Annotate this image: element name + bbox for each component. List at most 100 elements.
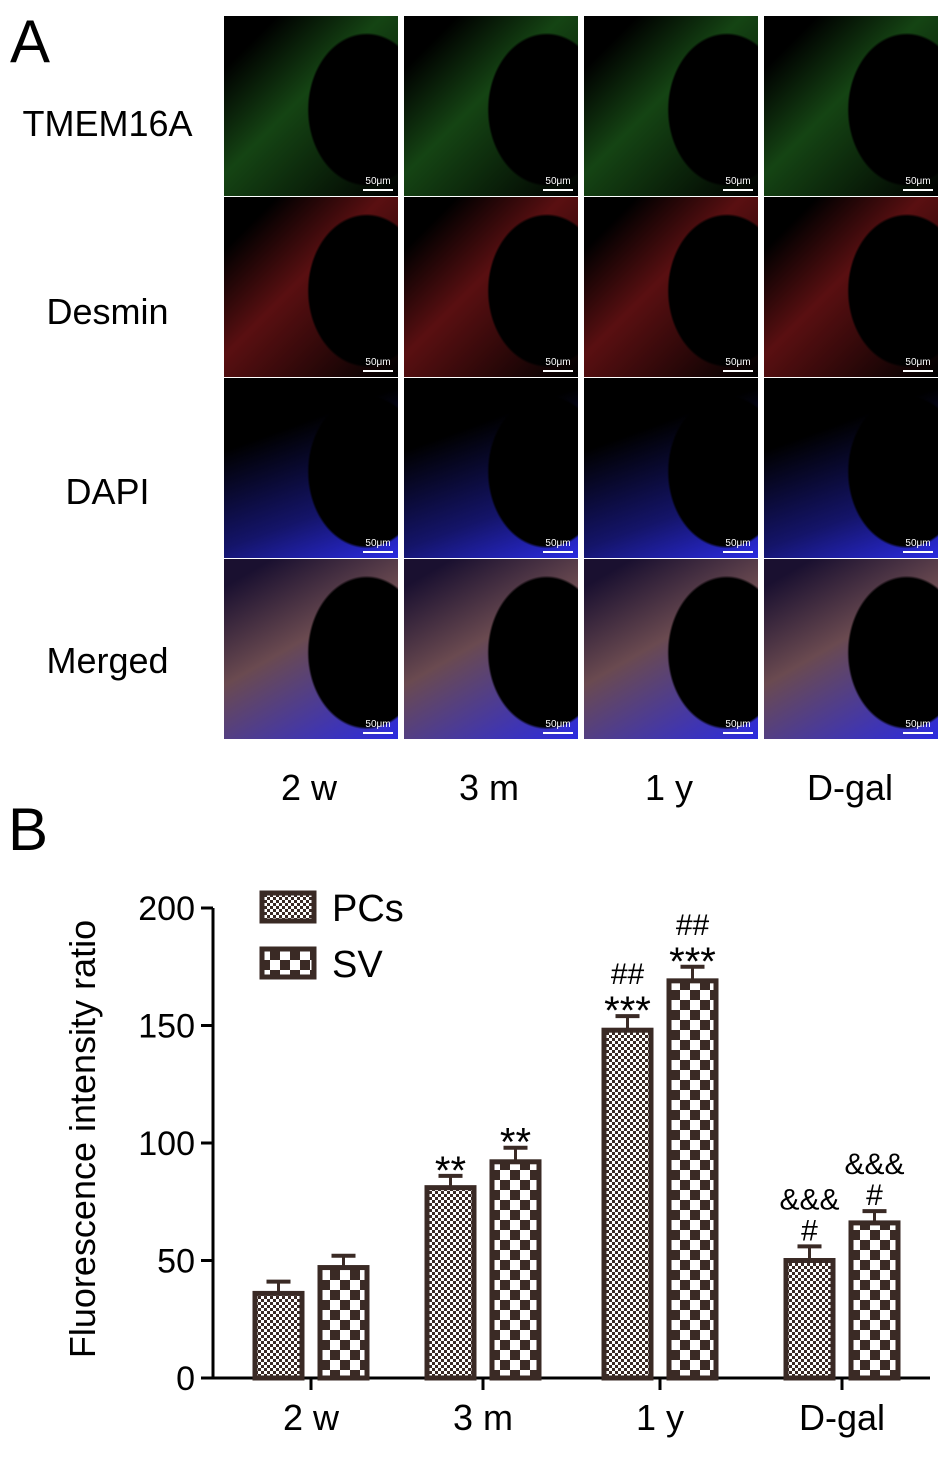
micrograph-tile: 50μm <box>224 559 398 739</box>
scale-bar-line <box>723 189 753 191</box>
bar-sv <box>666 978 719 1381</box>
scale-bar-label: 50μm <box>545 357 571 368</box>
scale-bar-label: 50μm <box>725 176 751 187</box>
scale-bar: 50μm <box>542 719 574 735</box>
significance-label: # <box>801 1214 818 1247</box>
micrograph-tile: 50μm <box>764 559 938 739</box>
significance-label: ** <box>500 1121 531 1165</box>
significance-label: ## <box>611 958 645 991</box>
y-tick-label: 150 <box>138 1008 195 1046</box>
x-tick-label: D-gal <box>799 1397 885 1438</box>
significance-label: &&& <box>779 1183 839 1216</box>
significance-label: ** <box>435 1149 466 1193</box>
scale-bar: 50μm <box>722 176 754 192</box>
y-tick-label: 200 <box>138 890 195 928</box>
scale-bar-line <box>543 732 573 734</box>
y-tick-label: 100 <box>138 1125 195 1163</box>
row-label-merged: Merged <box>46 640 169 681</box>
y-axis-title: Fluorescence intensity ratio <box>62 920 103 1358</box>
micrograph-tile: 50μm <box>404 16 578 196</box>
scale-bar-line <box>723 370 753 372</box>
significance-label: &&& <box>844 1148 904 1181</box>
scale-bar-line <box>363 551 393 553</box>
micrograph-tile: 50μm <box>584 16 758 196</box>
bar-pcs <box>601 1027 654 1381</box>
bar-pcs <box>252 1290 305 1381</box>
scale-bar: 50μm <box>722 357 754 373</box>
micrograph-tile: 50μm <box>584 559 758 739</box>
x-tick-label: 1 y <box>636 1397 684 1438</box>
bar-sv <box>848 1220 901 1381</box>
panel-a-label: A <box>10 8 51 75</box>
scale-bar-label: 50μm <box>545 176 571 187</box>
scale-bar-label: 50μm <box>725 538 751 549</box>
legend-label-sv: SV <box>332 944 383 986</box>
scale-bar: 50μm <box>362 538 394 554</box>
y-tick-label: 50 <box>157 1243 195 1281</box>
scale-bar: 50μm <box>902 357 934 373</box>
scale-bar-label: 50μm <box>365 719 391 730</box>
scale-bar-line <box>363 732 393 734</box>
micrograph-tile: 50μm <box>764 197 938 377</box>
column-label-1y: 1 y <box>644 767 694 808</box>
scale-bar-line <box>543 551 573 553</box>
scale-bar: 50μm <box>542 538 574 554</box>
micrograph-tile: 50μm <box>224 197 398 377</box>
scale-bar: 50μm <box>362 176 394 192</box>
scale-bar: 50μm <box>362 357 394 373</box>
scale-bar-line <box>543 370 573 372</box>
column-label-2w: 2 w <box>280 767 338 808</box>
micrograph-tile: 50μm <box>224 16 398 196</box>
micrograph-tile: 50μm <box>404 378 578 558</box>
micrograph-tile: 50μm <box>404 197 578 377</box>
scale-bar-label: 50μm <box>545 538 571 549</box>
bar-sv <box>489 1159 542 1381</box>
scale-bar-line <box>903 189 933 191</box>
scale-bar-line <box>903 551 933 553</box>
scale-bar-line <box>903 370 933 372</box>
significance-label: # <box>866 1179 883 1212</box>
scale-bar-line <box>363 370 393 372</box>
micrograph-tile: 50μm <box>224 378 398 558</box>
micrograph-tile: 50μm <box>764 16 938 196</box>
significance-label: *** <box>669 940 716 984</box>
panel-b-label: B <box>8 796 49 863</box>
scale-bar: 50μm <box>722 538 754 554</box>
micrograph-tile: 50μm <box>584 197 758 377</box>
row-label-desmin: Desmin <box>46 291 169 332</box>
row-label-dapi: DAPI <box>65 471 150 512</box>
scale-bar-label: 50μm <box>725 357 751 368</box>
micrograph-tile: 50μm <box>584 378 758 558</box>
scale-bar: 50μm <box>902 176 934 192</box>
significance-label: *** <box>604 989 651 1033</box>
scale-bar-label: 50μm <box>365 176 391 187</box>
bar-sv <box>317 1265 370 1381</box>
legend-swatch-sv <box>259 946 317 980</box>
scale-bar: 50μm <box>722 719 754 735</box>
bar-pcs <box>424 1185 477 1381</box>
scale-bar-line <box>363 189 393 191</box>
scale-bar-label: 50μm <box>365 357 391 368</box>
column-label-dgal: D-gal <box>806 767 894 808</box>
scale-bar: 50μm <box>542 357 574 373</box>
scale-bar: 50μm <box>902 538 934 554</box>
micrograph-tile: 50μm <box>764 378 938 558</box>
scale-bar-line <box>723 732 753 734</box>
legend-label-pcs: PCs <box>332 888 404 930</box>
row-label-tmem16a: TMEM16A <box>22 103 193 144</box>
significance-label: ## <box>676 909 710 942</box>
x-tick-label: 2 w <box>283 1397 340 1438</box>
micrograph-tile: 50μm <box>404 559 578 739</box>
scale-bar-line <box>903 732 933 734</box>
scale-bar-label: 50μm <box>545 719 571 730</box>
scale-bar: 50μm <box>902 719 934 735</box>
scale-bar-label: 50μm <box>905 538 931 549</box>
scale-bar-label: 50μm <box>905 719 931 730</box>
scale-bar-label: 50μm <box>905 357 931 368</box>
scale-bar: 50μm <box>542 176 574 192</box>
scale-bar: 50μm <box>362 719 394 735</box>
legend-swatch-pcs <box>259 890 317 924</box>
scale-bar-label: 50μm <box>725 719 751 730</box>
scale-bar-label: 50μm <box>905 176 931 187</box>
